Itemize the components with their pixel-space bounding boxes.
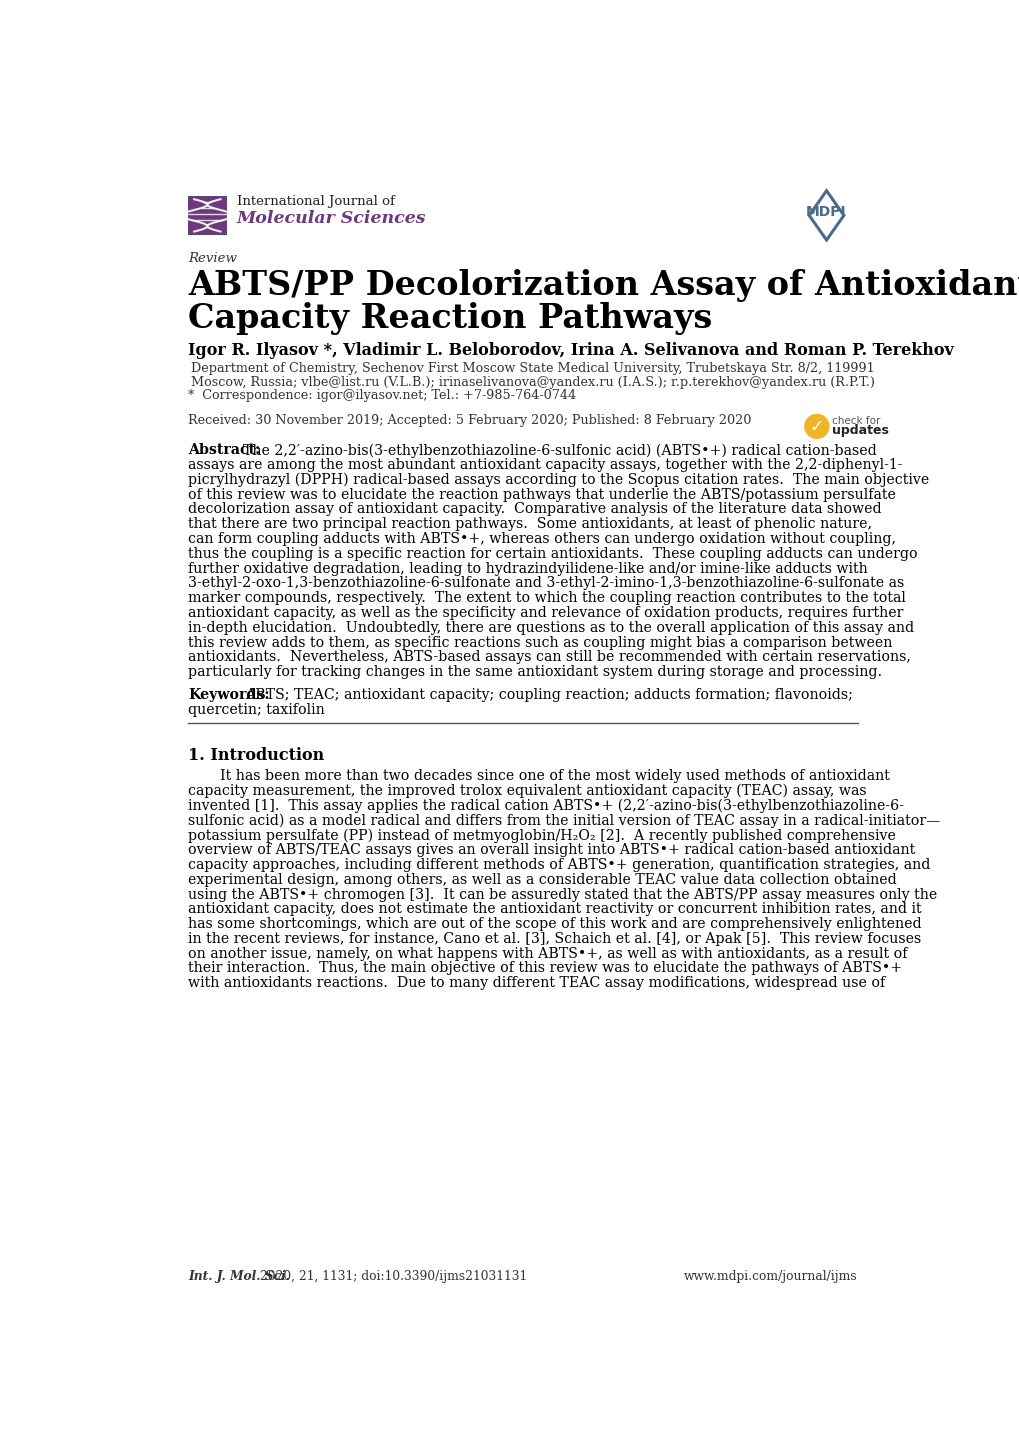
Text: It has been more than two decades since one of the most widely used methods of a: It has been more than two decades since … — [220, 769, 890, 783]
Text: quercetin; taxifolin: quercetin; taxifolin — [187, 702, 324, 717]
Text: marker compounds, respectively.  The extent to which the coupling reaction contr: marker compounds, respectively. The exte… — [187, 591, 905, 606]
Text: in-depth elucidation.  Undoubtedly, there are questions as to the overall applic: in-depth elucidation. Undoubtedly, there… — [187, 620, 913, 634]
Text: www.mdpi.com/journal/ijms: www.mdpi.com/journal/ijms — [684, 1269, 857, 1282]
Text: on another issue, namely, on what happens with ABTS•+, as well as with antioxida: on another issue, namely, on what happen… — [187, 947, 907, 960]
Text: Abstract:: Abstract: — [187, 443, 260, 457]
Text: MDPI: MDPI — [805, 205, 846, 219]
Text: sulfonic acid) as a model radical and differs from the initial version of TEAC a: sulfonic acid) as a model radical and di… — [187, 813, 940, 828]
Text: their interaction.  Thus, the main objective of this review was to elucidate the: their interaction. Thus, the main object… — [187, 962, 901, 975]
Text: potassium persulfate (PP) instead of metmyoglobin/H₂O₂ [2].  A recently publishe: potassium persulfate (PP) instead of met… — [187, 829, 895, 842]
Text: The 2,2′-azino-bis(3-ethylbenzothiazoline-6-sulfonic acid) (ABTS•+) radical cati: The 2,2′-azino-bis(3-ethylbenzothiazolin… — [243, 443, 875, 457]
Text: experimental design, among others, as well as a considerable TEAC value data col: experimental design, among others, as we… — [187, 872, 896, 887]
Text: International Journal of: International Journal of — [236, 195, 394, 208]
Text: Igor R. Ilyasov *, Vladimir L. Beloborodov, Irina A. Selivanova and Roman P. Ter: Igor R. Ilyasov *, Vladimir L. Beloborod… — [187, 342, 953, 359]
Text: updates: updates — [832, 424, 888, 437]
Text: ABTS/PP Decolorization Assay of Antioxidant: ABTS/PP Decolorization Assay of Antioxid… — [187, 268, 1019, 301]
Text: Molecular Sciences: Molecular Sciences — [236, 211, 426, 226]
Text: Received: 30 November 2019; Accepted: 5 February 2020; Published: 8 February 202: Received: 30 November 2019; Accepted: 5 … — [187, 414, 751, 427]
Text: invented [1].  This assay applies the radical cation ABTS•+ (2,2′-azino-bis(3-et: invented [1]. This assay applies the rad… — [187, 799, 903, 813]
Text: can form coupling adducts with ABTS•+, whereas others can undergo oxidation with: can form coupling adducts with ABTS•+, w… — [187, 532, 895, 547]
Text: ✓: ✓ — [809, 417, 823, 435]
Text: decolorization assay of antioxidant capacity.  Comparative analysis of the liter: decolorization assay of antioxidant capa… — [187, 502, 880, 516]
Text: 3-ethyl-2-oxo-1,3-benzothiazoline-6-sulfonate and 3-ethyl-2-imino-1,3-benzothiaz: 3-ethyl-2-oxo-1,3-benzothiazoline-6-sulf… — [187, 577, 903, 590]
Text: with antioxidants reactions.  Due to many different TEAC assay modifications, wi: with antioxidants reactions. Due to many… — [187, 976, 884, 991]
Text: of this review was to elucidate the reaction pathways that underlie the ABTS/pot: of this review was to elucidate the reac… — [187, 487, 895, 502]
Text: Moscow, Russia; vlbe@list.ru (V.L.B.); irinaselivanova@yandex.ru (I.A.S.); r.p.t: Moscow, Russia; vlbe@list.ru (V.L.B.); i… — [191, 376, 874, 389]
Text: further oxidative degradation, leading to hydrazindyilidene-like and/or imine-li: further oxidative degradation, leading t… — [187, 561, 867, 575]
Circle shape — [804, 414, 828, 438]
Text: Keywords:: Keywords: — [187, 688, 269, 702]
Text: in the recent reviews, for instance, Cano et al. [3], Schaich et al. [4], or Apa: in the recent reviews, for instance, Can… — [187, 932, 920, 946]
Text: check for: check for — [832, 415, 879, 425]
Text: antioxidant capacity, as well as the specificity and relevance of oxidation prod: antioxidant capacity, as well as the spe… — [187, 606, 903, 620]
Text: Capacity Reaction Pathways: Capacity Reaction Pathways — [187, 303, 711, 336]
Text: 2020, 21, 1131; doi:10.3390/ijms21031131: 2020, 21, 1131; doi:10.3390/ijms21031131 — [256, 1269, 527, 1282]
Text: that there are two principal reaction pathways.  Some antioxidants, at least of : that there are two principal reaction pa… — [187, 518, 871, 531]
Text: assays are among the most abundant antioxidant capacity assays, together with th: assays are among the most abundant antio… — [187, 459, 902, 472]
Text: this review adds to them, as specific reactions such as coupling might bias a co: this review adds to them, as specific re… — [187, 636, 892, 649]
Text: capacity approaches, including different methods of ABTS•+ generation, quantific: capacity approaches, including different… — [187, 858, 929, 872]
Text: picrylhydrazyl (DPPH) radical-based assays according to the Scopus citation rate: picrylhydrazyl (DPPH) radical-based assa… — [187, 473, 928, 487]
Text: overview of ABTS/TEAC assays gives an overall insight into ABTS•+ radical cation: overview of ABTS/TEAC assays gives an ov… — [187, 844, 914, 857]
Text: thus the coupling is a specific reaction for certain antioxidants.  These coupli: thus the coupling is a specific reaction… — [187, 547, 917, 561]
Text: *  Correspondence: igor@ilyasov.net; Tel.: +7-985-764-0744: * Correspondence: igor@ilyasov.net; Tel.… — [187, 389, 576, 402]
Text: Review: Review — [187, 251, 236, 264]
Text: 1. Introduction: 1. Introduction — [187, 747, 324, 764]
Text: antioxidant capacity, does not estimate the antioxidant reactivity or concurrent: antioxidant capacity, does not estimate … — [187, 903, 921, 916]
Text: Int. J. Mol. Sci.: Int. J. Mol. Sci. — [187, 1269, 289, 1282]
Text: capacity measurement, the improved trolox equivalent antioxidant capacity (TEAC): capacity measurement, the improved trolo… — [187, 784, 866, 799]
Text: has some shortcomings, which are out of the scope of this work and are comprehen: has some shortcomings, which are out of … — [187, 917, 921, 932]
Text: antioxidants.  Nevertheless, ABTS-based assays can still be recommended with cer: antioxidants. Nevertheless, ABTS-based a… — [187, 650, 910, 665]
FancyBboxPatch shape — [187, 196, 226, 235]
Text: ABTS; TEAC; antioxidant capacity; coupling reaction; adducts formation; flavonoi: ABTS; TEAC; antioxidant capacity; coupli… — [245, 688, 852, 702]
Text: Department of Chemistry, Sechenov First Moscow State Medical University, Trubets: Department of Chemistry, Sechenov First … — [191, 362, 874, 375]
Text: particularly for tracking changes in the same antioxidant system during storage : particularly for tracking changes in the… — [187, 665, 881, 679]
Text: using the ABTS•+ chromogen [3].  It can be assuredly stated that the ABTS/PP ass: using the ABTS•+ chromogen [3]. It can b… — [187, 888, 936, 901]
